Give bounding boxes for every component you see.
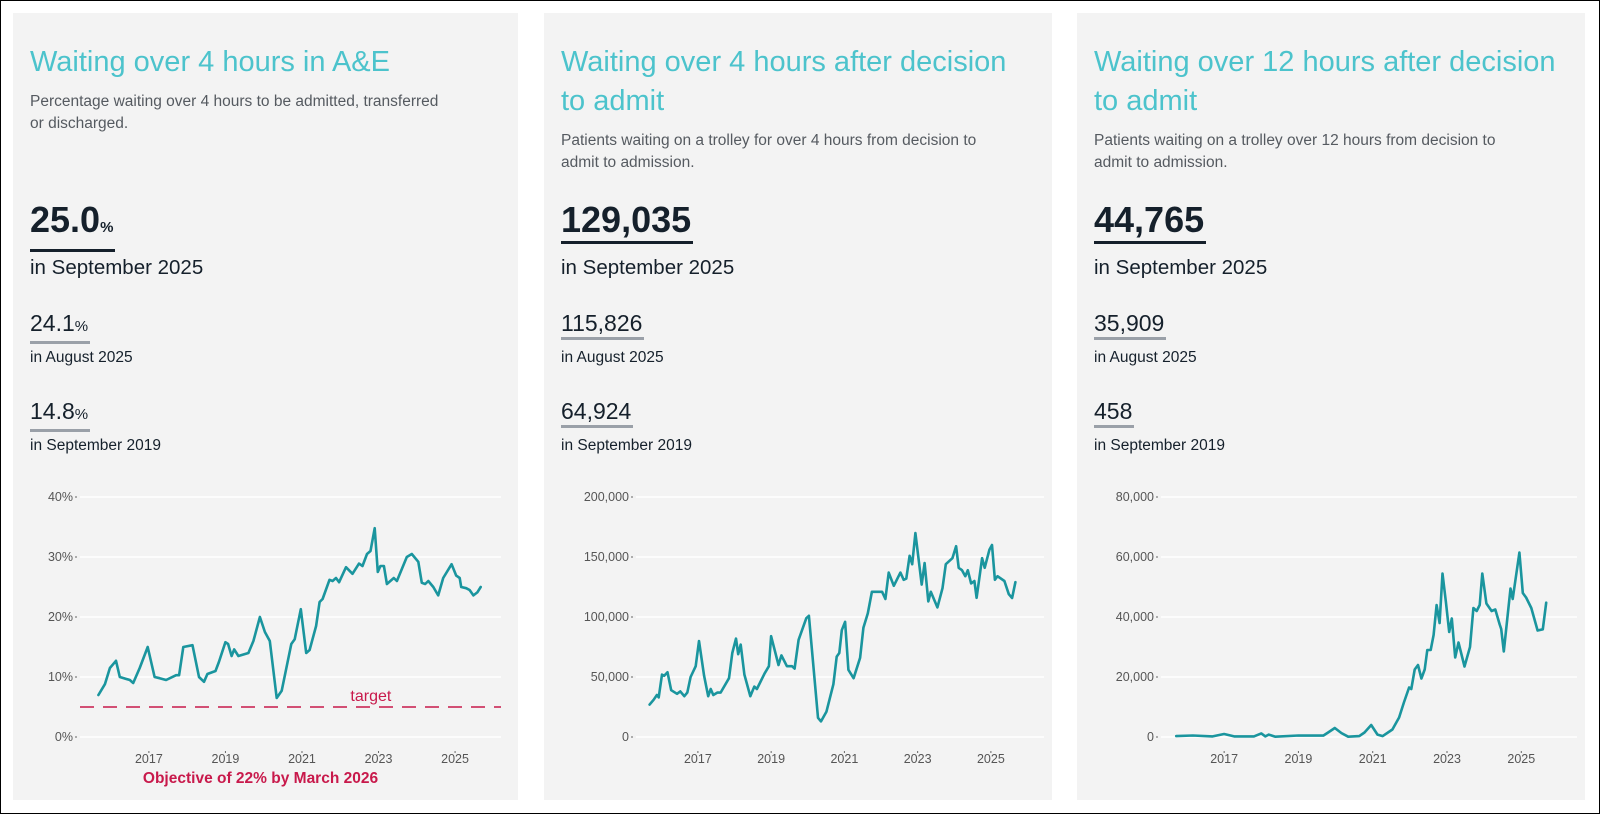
comparison-period: in August 2025 (1094, 349, 1197, 366)
comparison-period: in August 2025 (30, 349, 133, 366)
panel-subtitle: Patients waiting on a trolley for over 4… (561, 132, 977, 171)
y-tick-label: 100,000 (584, 610, 629, 624)
x-tick-label: 2017 (1210, 752, 1238, 766)
panel-subtitle: Patients waiting on a trolley over 12 ho… (1094, 132, 1496, 171)
comparison-number: 458 (1094, 398, 1133, 424)
series-line (97, 526, 482, 700)
y-tick-label: 150,000 (584, 550, 629, 564)
x-tick-label: 2025 (1507, 752, 1535, 766)
y-tick-label: 20,000 (1116, 670, 1154, 684)
y-tick-label: 0 (622, 730, 629, 744)
comparison-period: in September 2019 (1094, 437, 1225, 454)
comparison-period: in August 2025 (561, 349, 664, 366)
y-tick-label: 80,000 (1116, 490, 1154, 504)
y-tick-label: 50,000 (591, 670, 629, 684)
x-tick-label: 2025 (977, 752, 1005, 766)
headline-period: in September 2025 (1094, 256, 1268, 279)
headline-period: in September 2025 (561, 256, 735, 279)
x-tick-label: 2021 (1359, 752, 1387, 766)
y-tick-label: 40,000 (1116, 610, 1154, 624)
line-chart: 0% 10% 20% 30% 40% 2017 2019 2021 2023 2025 target (48, 490, 501, 766)
x-tick-label: 2023 (904, 752, 932, 766)
panel-ae-4-hours: Waiting over 4 hours in A&E Percentage w… (13, 13, 518, 800)
headline-period: in September 2025 (30, 256, 204, 279)
headline-value: 129,035 (561, 199, 694, 244)
comparison-period: in September 2019 (30, 437, 161, 454)
x-tick-label: 2023 (365, 752, 393, 766)
objective-note: Objective of 22% by March 2026 (13, 770, 518, 788)
headline-value: 44,765 (1094, 199, 1207, 244)
panel-subtitle: Percentage waiting over 4 hours to be ad… (30, 93, 439, 132)
series-line (648, 531, 1017, 723)
comparison-number: 24.1 (30, 310, 75, 336)
comparison-value: 115,826 (561, 309, 645, 340)
y-tick-label: 0% (55, 730, 73, 744)
headline-value: 25.0% (30, 199, 116, 252)
comparison-value: 64,924 (561, 397, 634, 428)
y-tick-label: 40% (48, 490, 73, 504)
panel-title: Waiting over 4 hours in A&E (30, 46, 390, 78)
x-tick-label: 2019 (212, 752, 240, 766)
target-label: target (350, 688, 391, 705)
x-tick-label: 2019 (757, 752, 785, 766)
panel-trolley-4-hours: Waiting over 4 hours after decision to a… (544, 13, 1052, 800)
panel-trolley-12-hours: Waiting over 12 hours after decision to … (1077, 13, 1585, 800)
comparison-value: 458 (1094, 397, 1135, 428)
comparison-value: 35,909 (1094, 309, 1167, 340)
comparison-number: 64,924 (561, 398, 632, 424)
line-chart: 0 20,000 40,000 60,000 80,000 2017 2019 2021 202… (1116, 490, 1577, 766)
comparison-number: 14.8 (30, 398, 75, 424)
x-tick-label: 2017 (684, 752, 712, 766)
x-tick-label: 2019 (1285, 752, 1313, 766)
comparison-period: in September 2019 (561, 437, 692, 454)
objective-text: Objective of 22% by March 2026 (142, 770, 379, 787)
comparison-value: 14.8% (30, 397, 91, 432)
comparison-number: 35,909 (1094, 310, 1165, 336)
comparison-number: 115,826 (561, 310, 643, 336)
comparison-value: 24.1% (30, 309, 91, 344)
headline-unit: % (100, 219, 114, 236)
headline-number: 25.0 (30, 199, 101, 240)
x-tick-label: 2023 (1433, 752, 1461, 766)
line-chart: 0 50,000 100,000 150,000 200,000 2017 2019 2021… (584, 490, 1044, 766)
y-tick-label: 20% (48, 610, 73, 624)
panel-title: Waiting over 12 hours after decision to … (1094, 46, 1556, 117)
y-tick-label: 0 (1147, 730, 1154, 744)
y-tick-label: 30% (48, 550, 73, 564)
y-tick-label: 60,000 (1116, 550, 1154, 564)
y-tick-label: 200,000 (584, 490, 629, 504)
comparison-unit: % (74, 318, 89, 335)
comparison-unit: % (74, 406, 89, 423)
headline-number: 129,035 (561, 199, 692, 240)
x-tick-label: 2021 (830, 752, 858, 766)
x-tick-label: 2025 (441, 752, 469, 766)
y-tick-label: 10% (48, 670, 73, 684)
headline-number: 44,765 (1094, 199, 1205, 240)
x-tick-label: 2017 (135, 752, 163, 766)
panel-title: Waiting over 4 hours after decision to a… (561, 46, 1007, 117)
x-tick-label: 2021 (288, 752, 316, 766)
series-line (1174, 551, 1548, 738)
